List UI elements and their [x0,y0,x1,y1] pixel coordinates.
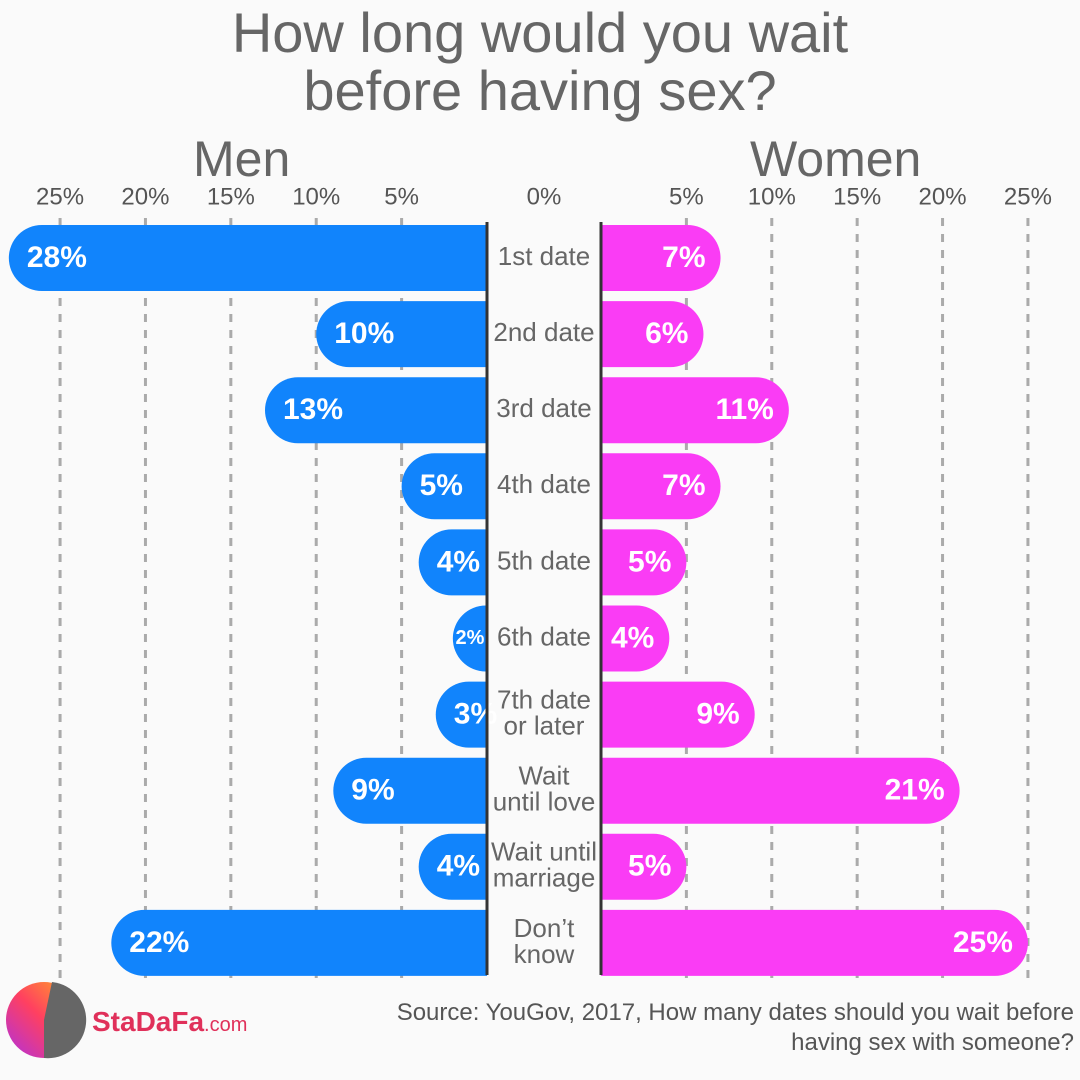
x-tick-label: 25% [36,183,84,210]
value-label: 9% [351,774,394,807]
x-tick-label: 5% [669,183,704,210]
brand: StaDaFa.com [92,1006,247,1038]
x-tick-label: 15% [833,183,881,210]
bar [418,529,487,596]
x-tick-label: 20% [919,183,967,210]
source: Source: YouGov, 2017, How many dates sho… [396,999,1074,1056]
category-label: 1st date [498,241,591,271]
value-label: 28% [27,241,87,274]
value-label: 5% [628,850,671,883]
category-label: 6th date [497,621,591,651]
bar [601,301,704,368]
value-label: 3% [454,698,497,731]
bar [601,833,687,900]
bar [333,757,487,824]
bar [8,225,487,291]
bar [401,453,487,520]
brand-name: StaDaFa [92,1006,205,1037]
bar [452,605,487,672]
category-label: 2nd date [493,317,594,347]
bar [601,453,721,520]
value-label: 6% [645,317,688,350]
value-label: 21% [885,774,945,807]
bar [316,301,487,368]
value-label: 11% [715,393,773,426]
bar [601,529,687,596]
category-label: Wait [518,761,570,791]
bar [601,757,960,824]
value-label: 4% [437,545,480,578]
category-label: Wait until [491,837,597,867]
value-label: 9% [696,698,739,731]
x-tick-label: 10% [748,183,796,210]
brand-suffix: .com [204,1014,248,1036]
category-label: or later [504,710,585,740]
value-label: 13% [283,393,343,426]
logo-slice [44,982,87,1059]
value-label: 7% [662,469,705,502]
category-label: 5th date [497,545,591,575]
value-label: 5% [420,469,463,502]
x-tick-label: 5% [384,183,419,210]
value-label: 22% [129,926,189,959]
x-tick-label: 15% [207,183,255,210]
bar [601,681,755,748]
x-tick-label: 20% [121,183,169,210]
value-label: 4% [437,850,480,883]
x-tick-label: 10% [292,183,340,210]
bar [418,833,487,900]
category-label: 7th date [497,684,591,714]
bar [601,377,789,444]
value-label: 7% [662,241,705,274]
category-label: marriage [493,863,596,893]
value-label: 10% [334,317,394,350]
value-label: 25% [953,926,1013,959]
x-tick-label: 25% [1004,183,1052,210]
bar [601,909,1028,976]
right-label: Women [750,131,922,187]
bar [601,605,670,672]
chart-title: How long would you wait before having se… [231,1,849,122]
category-label: Don’t [514,913,575,943]
bar [264,377,487,444]
bar [111,909,488,976]
category-label: until love [493,787,596,817]
left-label: Men [193,131,291,187]
value-label: 2% [455,627,484,649]
category-label: 3rd date [496,393,591,423]
value-label: 5% [628,545,671,578]
category-label: 4th date [497,469,591,499]
value-label: 4% [611,621,654,654]
bar [435,681,487,748]
category-label: know [514,939,575,969]
bar [601,225,721,291]
x-tick-label: 0% [527,183,562,210]
